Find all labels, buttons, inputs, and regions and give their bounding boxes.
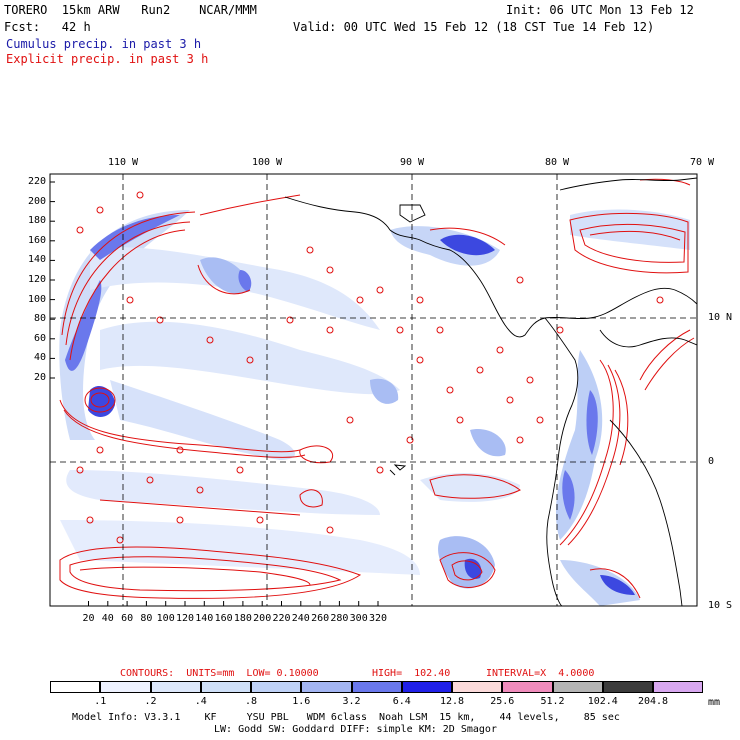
x-tick-label: 120: [175, 613, 195, 624]
x-tick-label: 60: [121, 613, 134, 624]
right-lat-label: 0: [708, 456, 715, 467]
legend-swatch: [351, 681, 402, 693]
legend-swatch: [150, 681, 201, 693]
x-tick-label: 20: [82, 613, 95, 624]
contours-high: HIGH= 102.40: [372, 668, 451, 679]
color-legend-bar: [50, 681, 704, 693]
y-tick-label: 140: [27, 254, 46, 266]
legend-value-label: 3.2: [342, 696, 361, 707]
legend-unit: mm: [708, 697, 721, 708]
x-tick-label: 40: [101, 613, 114, 624]
x-tick-label: 140: [195, 613, 214, 624]
legend-value-label: 25.6: [490, 696, 515, 707]
legend-value-label: .2: [144, 696, 157, 707]
legend-swatch: [401, 681, 452, 693]
x-tick-label: 320: [368, 613, 388, 624]
x-tick-label: 180: [233, 613, 252, 624]
model-title: TORERO 15km ARW Run2 NCAR/MMM: [4, 3, 257, 17]
explicit-precip-label: Explicit precip. in past 3 h: [6, 52, 209, 66]
y-tick-label: 40: [33, 352, 46, 364]
y-tick-label: 180: [27, 215, 46, 227]
x-tick-label: 100: [156, 613, 175, 624]
legend-swatch: [552, 681, 603, 693]
valid-time: Valid: 00 UTC Wed 15 Feb 12 (18 CST Tue …: [293, 20, 655, 34]
legend-swatch: [602, 681, 653, 693]
legend-value-label: .8: [244, 696, 258, 707]
x-tick-label: 280: [330, 613, 349, 624]
x-tick-label: 220: [272, 613, 291, 624]
y-tick-label: 160: [27, 234, 46, 246]
bottom-axis-ticks: [88, 601, 379, 606]
legend-swatch: [452, 681, 503, 693]
top-lon-label: 100 W: [251, 157, 283, 168]
top-lon-label: 110 W: [107, 157, 139, 168]
legend-swatch: [502, 681, 553, 693]
y-tick-label: 200: [27, 195, 46, 207]
x-tick-label: 260: [311, 613, 330, 624]
y-tick-label: 100: [27, 293, 46, 305]
y-tick-label: 60: [33, 332, 46, 344]
cumulus-heavy-cores: [65, 215, 635, 595]
forecast-hour: Fcst: 42 h: [4, 20, 91, 34]
explicit-precip-cells: [76, 191, 664, 544]
left-axis-ticks: [50, 181, 55, 379]
x-tick-label: 240: [291, 613, 310, 624]
x-tick-label: 300: [349, 613, 368, 624]
legend-value-label: 51.2: [540, 696, 565, 707]
right-lat-label: 10 S: [708, 600, 733, 611]
legend-swatch: [100, 681, 151, 693]
contours-info: CONTOURS: UNITS=mm LOW= 0.10000: [120, 668, 319, 679]
legend-swatch: [653, 681, 704, 693]
legend-swatch: [301, 681, 352, 693]
y-tick-label: 120: [27, 274, 46, 285]
legend-swatch: [50, 681, 101, 693]
coastlines: [284, 177, 697, 606]
explicit-precip-contours: [59, 178, 695, 599]
top-lon-label: 90 W: [399, 157, 425, 168]
x-tick-label: 160: [214, 613, 233, 624]
model-info: Model Info: V3.3.1 KF YSU PBL WDM 6class…: [72, 712, 620, 723]
legend-value-label: .4: [194, 696, 207, 707]
right-lat-label: 10 N: [708, 312, 733, 323]
y-tick-label: 20: [33, 372, 46, 383]
legend-value-label: 1.6: [292, 696, 311, 707]
top-lon-label: 70 W: [689, 157, 715, 168]
legend-value-label: 6.4: [392, 696, 411, 707]
contours-interval: INTERVAL=X 4.0000: [486, 668, 595, 679]
legend-value-label: 102.4: [587, 696, 618, 707]
y-tick-label: 220: [27, 176, 46, 187]
plot-frame: [49, 173, 698, 607]
x-tick-label: 200: [253, 613, 272, 624]
legend-value-label: 12.8: [439, 696, 465, 707]
legend-value-label: .1: [94, 696, 107, 707]
legend-swatch: [200, 681, 251, 693]
legend-value-label: 204.8: [637, 696, 669, 707]
top-lon-label: 80 W: [544, 157, 570, 168]
legend-swatch: [251, 681, 302, 693]
init-time: Init: 06 UTC Mon 13 Feb 12: [506, 3, 694, 17]
lat-lon-grid: [50, 174, 697, 606]
cumulus-precip-label: Cumulus precip. in past 3 h: [6, 37, 202, 51]
y-tick-label: 80: [33, 313, 46, 325]
model-physics: LW: Godd SW: Goddard DIFF: simple KM: 2D…: [214, 724, 497, 735]
x-tick-label: 80: [140, 613, 153, 624]
